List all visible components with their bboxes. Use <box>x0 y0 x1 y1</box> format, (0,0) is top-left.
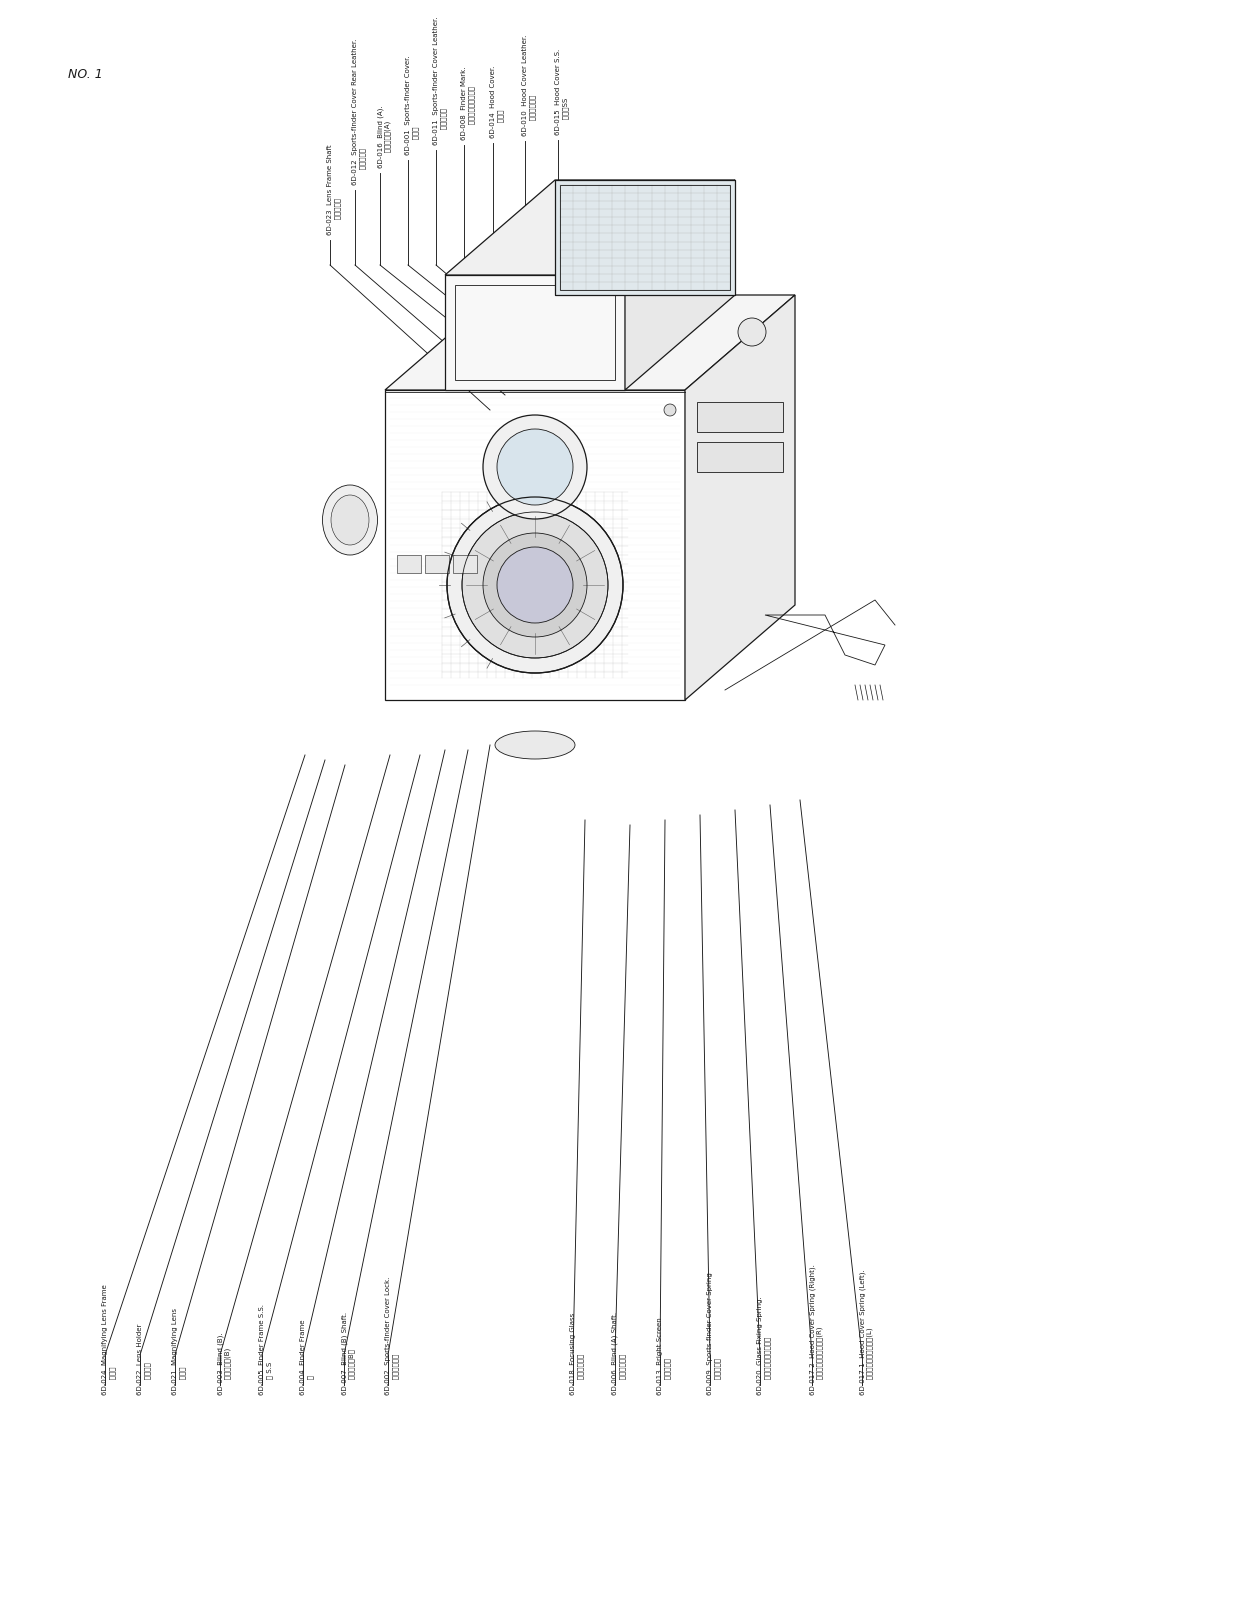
Text: 6D-016  Blind (A).
       ブラインド(A): 6D-016 Blind (A). ブラインド(A) <box>377 106 391 168</box>
Polygon shape <box>625 179 735 390</box>
Text: 6D-023  Lens Frame Shaft
       レンズ枠軸: 6D-023 Lens Frame Shaft レンズ枠軸 <box>327 144 341 235</box>
Text: 6D-022  Lens Holder
       レンズ果: 6D-022 Lens Holder レンズ果 <box>137 1323 151 1395</box>
Text: 6D-003  Blind (B).
       ブラインド(B): 6D-003 Blind (B). ブラインド(B) <box>216 1333 231 1395</box>
Circle shape <box>497 429 573 506</box>
Ellipse shape <box>323 485 377 555</box>
Text: 6D-021  Magnifying Lens
       ルーペ: 6D-021 Magnifying Lens ルーペ <box>172 1309 186 1395</box>
Text: 6D-001  Sports-finder Cover.
       遠視鏡: 6D-001 Sports-finder Cover. 遠視鏡 <box>404 56 419 155</box>
Text: 6D-008  Finder Mark.
       ファインダーマーク: 6D-008 Finder Mark. ファインダーマーク <box>461 67 475 141</box>
Circle shape <box>447 498 623 674</box>
Polygon shape <box>555 179 735 294</box>
Text: 6D-013  Bright Screen
       フレネルズ: 6D-013 Bright Screen フレネルズ <box>657 1317 670 1395</box>
Circle shape <box>482 414 588 518</box>
Text: 6D-015  Hood Cover S.S.
       遮光罩SS: 6D-015 Hood Cover S.S. 遮光罩SS <box>555 48 569 134</box>
Text: 6D-024  Magnifying Lens Frame
       ルーペ: 6D-024 Magnifying Lens Frame ルーペ <box>101 1285 116 1395</box>
Text: 6D-007  Blind (B) Shaft.
       ブラインドB軸: 6D-007 Blind (B) Shaft. ブラインドB軸 <box>341 1312 355 1395</box>
Circle shape <box>738 318 766 346</box>
Text: 6D-012  Sports-finder Cover Rear Leather.
       服蓋レザー: 6D-012 Sports-finder Cover Rear Leather.… <box>353 38 366 186</box>
Text: 6D-004  Finder Frame
       楂: 6D-004 Finder Frame 楂 <box>301 1320 314 1395</box>
Polygon shape <box>445 179 735 275</box>
Circle shape <box>664 403 675 416</box>
Bar <box>453 555 477 573</box>
Text: 6D-009  Sports-finder Cover Spring
       遠視鏡バネ: 6D-009 Sports-finder Cover Spring 遠視鏡バネ <box>708 1272 721 1395</box>
Text: 6D-017-2  Hood Cover Spring (Right).
       ファインダー閉鎖バネ(R): 6D-017-2 Hood Cover Spring (Right). ファイン… <box>809 1264 824 1395</box>
Text: 6D-011  Sports-finder Cover Leather.
       服蓋レザー: 6D-011 Sports-finder Cover Leather. 服蓋レザ… <box>433 16 447 146</box>
Text: 6D-005  Finder Frame S.S.
       楂 S.S: 6D-005 Finder Frame S.S. 楂 S.S <box>259 1304 273 1395</box>
Bar <box>397 555 421 573</box>
Polygon shape <box>385 294 795 390</box>
Circle shape <box>497 547 573 622</box>
Bar <box>426 555 449 573</box>
Circle shape <box>482 533 588 637</box>
Text: NO. 1: NO. 1 <box>68 67 103 82</box>
Text: 6D-006  Blind (A) Shaft.
       ブラインド軸: 6D-006 Blind (A) Shaft. ブラインド軸 <box>612 1312 626 1395</box>
Polygon shape <box>685 294 795 701</box>
Text: 6D-017-1  Hood Cover Spring (Left).
       ファインダー閉鎖バネ(L): 6D-017-1 Hood Cover Spring (Left). ファインダ… <box>858 1269 873 1395</box>
Polygon shape <box>696 442 783 472</box>
Polygon shape <box>455 285 615 379</box>
Polygon shape <box>696 402 783 432</box>
Ellipse shape <box>495 731 575 758</box>
Circle shape <box>461 512 609 658</box>
Text: 6D-020  Glass Fixing Spring.
       ピントガラス抑えバネ: 6D-020 Glass Fixing Spring. ピントガラス抑えバネ <box>757 1296 771 1395</box>
Ellipse shape <box>332 494 369 546</box>
Text: 6D-014  Hood Cover.
       遮光罩: 6D-014 Hood Cover. 遮光罩 <box>490 66 503 138</box>
Text: 6D-010  Hood Cover Leather.
       遮光罩レザー: 6D-010 Hood Cover Leather. 遮光罩レザー <box>522 35 536 136</box>
Polygon shape <box>445 275 625 390</box>
Text: 6D-002  Sports-finder Cover Lock.
       遠視鏡覆素鎖: 6D-002 Sports-finder Cover Lock. 遠視鏡覆素鎖 <box>385 1277 398 1395</box>
Text: 6D-018  Focusing Glass
       ピントガラス: 6D-018 Focusing Glass ピントガラス <box>570 1312 584 1395</box>
